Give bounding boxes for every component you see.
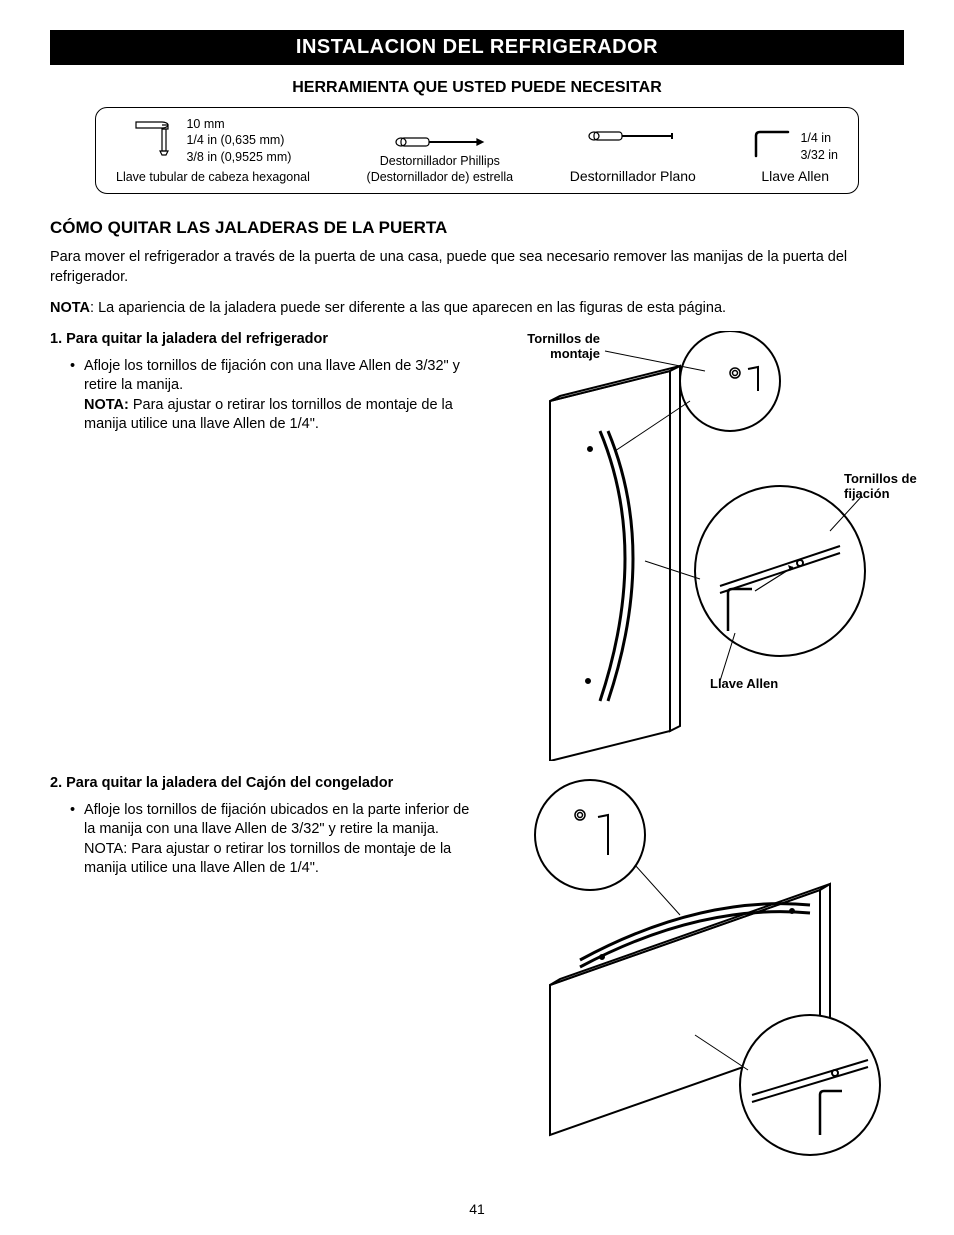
page-number: 41 [0,1201,954,1217]
socket-size-2: 1/4 in (0,635 mm) [186,132,291,148]
step-1-note-label: NOTA: [84,397,129,413]
step-2-bullet-text: Afloje los tornillos de fijación ubicado… [84,802,469,838]
fig1-set-label: Tornillos de fijación [844,471,934,501]
note-paragraph: NOTA: La apariencia de la jaladera puede… [50,299,904,319]
page-title: INSTALACION DEL REFRIGERADOR [296,36,658,58]
phillips-screwdriver-icon [395,135,485,149]
allen-size-1: 1/4 in [800,130,838,146]
section-heading: CÓMO QUITAR LAS JALADERAS DE LA PUERTA [50,218,904,238]
socket-label: Llave tubular de cabeza hexagonal [116,169,310,185]
step-1-bullet-text: Afloje los tornillos de fijación con una… [84,358,460,394]
socket-size-1: 10 mm [186,116,291,132]
allen-label: Llave Allen [761,167,829,185]
figure-1-door-handle [490,331,900,761]
step-2-note-text: Para ajustar o retirar los tornillos de … [84,841,451,877]
step-1-row: 1. Para quitar la jaladera del refrigera… [50,331,904,761]
flat-screwdriver-icon [588,129,678,143]
step-2-bullet: Afloje los tornillos de fijación ubicado… [50,801,470,879]
allen-size-2: 3/32 in [800,147,838,163]
tool-socket-wrench: 10 mm 1/4 in (0,635 mm) 3/8 in (0,9525 m… [116,116,310,185]
step-1-title: 1. Para quitar la jaladera del refrigera… [50,331,470,347]
flat-label: Destornillador Plano [570,167,696,185]
phillips-label-1: Destornillador Phillips [367,153,514,169]
step-1-bullet: Afloje los tornillos de fijación con una… [50,357,470,435]
socket-wrench-icon [134,116,178,156]
figure-2-drawer-handle [490,775,900,1165]
step-1-note-text: Para ajustar o retirar los tornillos de … [84,397,453,433]
intro-paragraph: Para mover el refrigerador a través de l… [50,248,904,287]
step-2-note-label: NOTA: [84,841,127,857]
note-text: : La apariencia de la jaladera puede ser… [90,300,726,316]
socket-size-3: 3/8 in (0,9525 mm) [186,149,291,165]
fig1-allen-label: Llave Allen [710,676,778,691]
phillips-label-2: (Destornillador de) estrella [367,169,514,185]
fig1-mounting-label: Tornillos de montaje [500,331,600,361]
tool-flat: Destornillador Plano [570,129,696,185]
step-2-title: 2. Para quitar la jaladera del Cajón del… [50,775,470,791]
allen-key-icon [752,130,792,160]
step-2-row: 2. Para quitar la jaladera del Cajón del… [50,775,904,1165]
tools-subtitle: HERRAMIENTA QUE USTED PUEDE NECESITAR [50,79,904,97]
tool-phillips: Destornillador Phillips (Destornillador … [367,135,514,186]
tools-box: 10 mm 1/4 in (0,635 mm) 3/8 in (0,9525 m… [95,107,859,194]
note-label: NOTA [50,300,90,316]
page-title-bar: INSTALACION DEL REFRIGERADOR [50,30,904,65]
tool-allen: 1/4 in 3/32 in Llave Allen [752,130,838,185]
